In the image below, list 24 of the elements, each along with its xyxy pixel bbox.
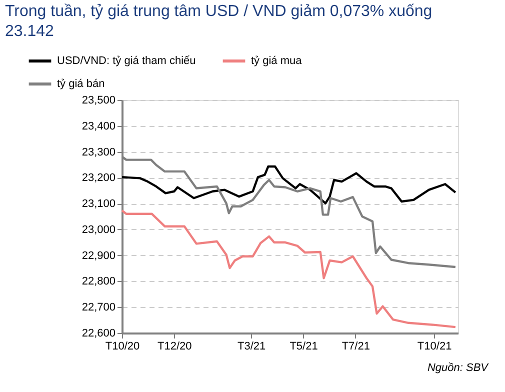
y-tick-label: 22,700 (82, 302, 116, 314)
x-tick-label: T12/20 (158, 340, 192, 352)
text: Trong tuần, tỷ giá trung tâm USD / VND giảm 0,073% xuống (5, 3, 432, 20)
text: Nguồn: SBV (427, 362, 490, 374)
y-tick-label: 23,100 (82, 198, 116, 210)
x-tick-label: T10/20 (105, 340, 140, 352)
x-tick-label: T5/21 (290, 340, 318, 352)
y-tick-label: 23,300 (82, 146, 116, 158)
text: 23.142 (5, 23, 54, 40)
line-series (120, 165, 457, 204)
legend-label: tỷ giá bán (57, 78, 105, 90)
y-tick-label: 23,000 (82, 224, 116, 236)
y-tick-label: 22,600 (82, 328, 116, 340)
y-tick-label: 23,200 (82, 172, 116, 184)
y-tick-label: 23,400 (82, 120, 116, 132)
legend-label: tỷ giá mua (251, 55, 303, 67)
y-tick-label: 22,900 (82, 250, 116, 262)
x-tick-label: T7/21 (342, 340, 370, 352)
x-tick-label: T10/21 (417, 340, 452, 352)
legend-label: USD/VND: tỷ giá tham chiếu (57, 55, 196, 67)
x-tick-label: T3/21 (238, 340, 266, 352)
y-tick-label: 22,800 (82, 276, 116, 288)
y-tick-label: 23,500 (82, 94, 116, 106)
line-series (120, 209, 457, 328)
